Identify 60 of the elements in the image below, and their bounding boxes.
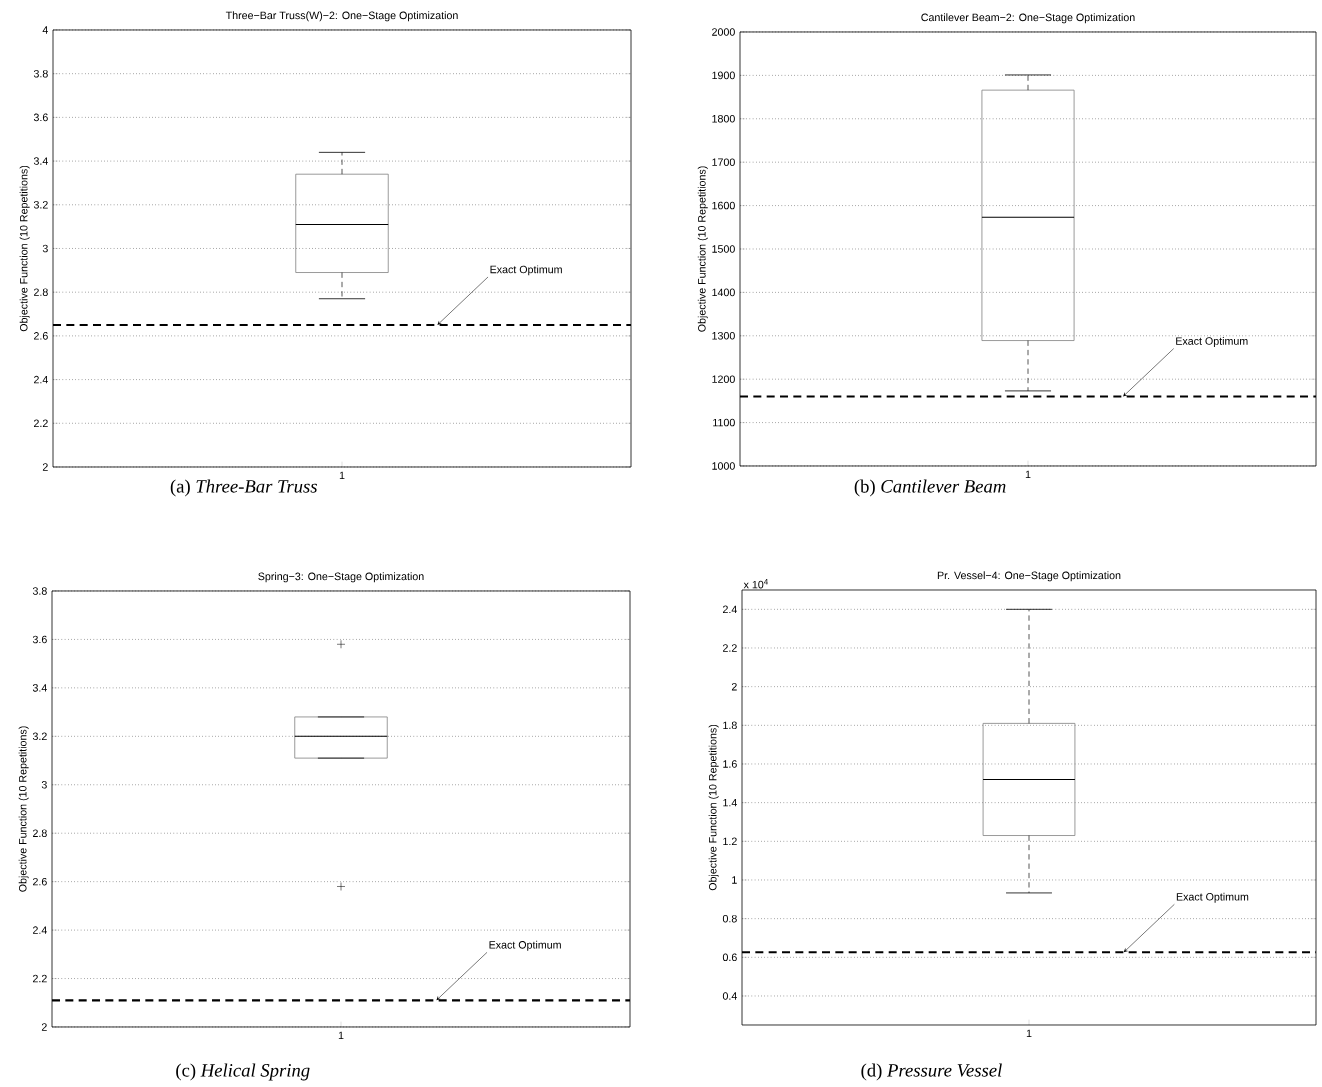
y-tick-label: 0.4 <box>722 992 737 1000</box>
y-tick-label: 1.6 <box>723 760 737 768</box>
text: (a) Three-Bar Truss <box>170 479 317 497</box>
y-axis-title: Objective Function (10 Repetitions) <box>708 724 719 891</box>
text: x 10$^{4}$ <box>743 579 768 589</box>
y-tick-label: 3.6 <box>32 635 47 644</box>
annotation: Exact Optimum <box>1176 892 1249 903</box>
y-tick-label: 3.2 <box>33 201 48 209</box>
y-tick-label: 0.6 <box>722 953 737 962</box>
annotation: Exact Optimum <box>1176 336 1248 347</box>
y-tick-label: 2.4 <box>34 375 48 384</box>
y-tick-label: 1000 <box>712 462 735 470</box>
y-tick-label: 3.4 <box>33 157 48 165</box>
y-tick-label: 2.4 <box>33 926 47 934</box>
y-tick-label: 2.2 <box>723 644 737 652</box>
y-tick-label: 4 <box>42 26 48 34</box>
y-tick-label: 1600 <box>712 201 735 210</box>
y-tick-label: 2000 <box>712 28 735 36</box>
y-axis-title: Objective Function (10 Repetitions) <box>697 166 708 332</box>
y-tick-label: 2 <box>41 1023 47 1031</box>
y-axis-title: Objective Function (10 Repetitions) <box>18 726 29 892</box>
y-tick-label: 3.6 <box>33 113 48 122</box>
chart-title: Cantilever Beam−2: One−Stage Optimization <box>921 13 1135 24</box>
chart-title: Spring−3: One−Stage Optimization <box>258 572 424 583</box>
text: (d) Pressure Vessel <box>861 1063 1002 1081</box>
text: (c) Helical Spring <box>176 1063 310 1081</box>
annotation: Exact Optimum <box>489 940 561 951</box>
chart-title: Pr. Vessel−4: One−Stage Optimization <box>937 571 1121 582</box>
y-tick-label: 3.8 <box>33 69 48 78</box>
y-tick-label: 1100 <box>713 418 735 427</box>
text: (b) Cantilever Beam <box>854 479 1006 497</box>
y-tick-label: 1700 <box>712 158 735 166</box>
y-tick-label: 3 <box>42 244 48 253</box>
y-tick-label: 2.8 <box>34 288 48 296</box>
y-tick-label: 2.2 <box>34 419 48 428</box>
y-tick-label: 0.8 <box>722 914 737 923</box>
y-tick-label: 2.6 <box>34 332 48 340</box>
y-tick-label: 2.8 <box>33 829 47 837</box>
y-tick-label: 3.2 <box>32 732 47 741</box>
y-tick-label: 2 <box>42 463 48 471</box>
y-tick-label: 1.8 <box>723 721 737 730</box>
chart-title: Three−Bar Truss(W)−2: One−Stage Optimization <box>225 11 458 22</box>
y-tick-label: 3.4 <box>32 684 47 692</box>
y-tick-label: 2.6 <box>33 877 47 886</box>
y-tick-label: 2 <box>731 682 737 691</box>
y-tick-label: 3.8 <box>32 587 47 595</box>
y-tick-label: 1300 <box>712 332 735 340</box>
y-axis-title: Objective Function (10 Repetitions) <box>19 165 30 332</box>
y-tick-label: 2.4 <box>723 605 737 614</box>
y-tick-label: 2.2 <box>33 974 47 983</box>
y-tick-label: 3 <box>41 780 47 789</box>
y-tick-label: 1500 <box>712 245 735 253</box>
y-tick-label: 1200 <box>712 375 735 383</box>
y-tick-label: 1400 <box>712 288 735 297</box>
y-tick-label: 1 <box>732 876 737 884</box>
y-tick-label: 1800 <box>712 115 735 123</box>
annotation: Exact Optimum <box>490 265 562 276</box>
y-tick-label: 1.4 <box>723 798 737 807</box>
y-tick-label: 1900 <box>712 71 735 80</box>
y-tick-label: 1.2 <box>723 837 737 846</box>
